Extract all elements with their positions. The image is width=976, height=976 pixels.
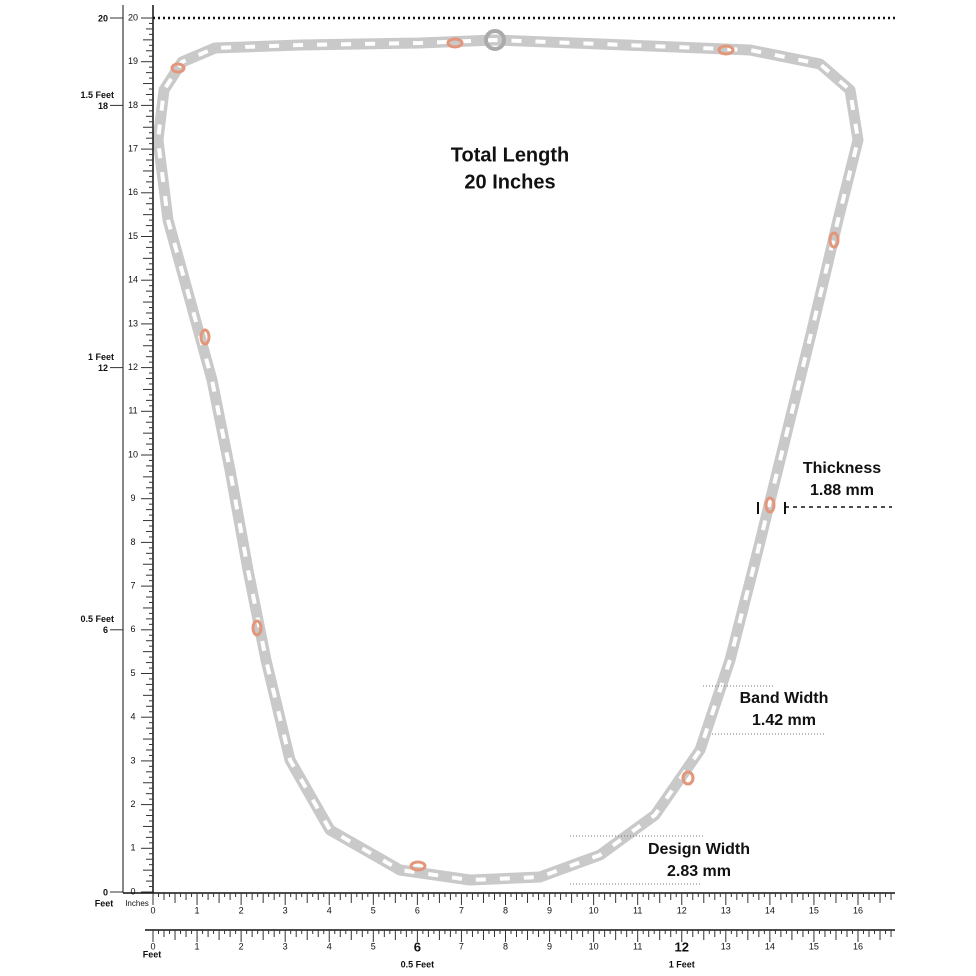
annotation-label: Thickness bbox=[803, 460, 881, 477]
ruler-label: 12 bbox=[98, 363, 108, 373]
ruler-label: 2 bbox=[239, 905, 244, 915]
ruler-label: 7 bbox=[459, 905, 464, 915]
chain-links bbox=[156, 38, 860, 882]
rulers: Feet Inches Feet 01234567891011121314151… bbox=[80, 5, 895, 969]
ruler-label: 12 bbox=[675, 939, 689, 954]
necklace bbox=[152, 29, 864, 886]
unit-label: Feet bbox=[143, 949, 162, 959]
ruler-label: 18 bbox=[98, 101, 108, 111]
title: Total Length bbox=[451, 144, 570, 166]
ruler-label: 13 bbox=[721, 941, 731, 951]
ruler-label: 9 bbox=[130, 493, 135, 503]
clasp bbox=[484, 29, 506, 51]
annotation-label: Design Width bbox=[648, 841, 750, 858]
design-width-annotation: Design Width 2.83 mm bbox=[570, 835, 750, 885]
ruler-label: 12 bbox=[128, 362, 138, 372]
ruler-label: 3 bbox=[283, 941, 288, 951]
ruler-label: 11 bbox=[128, 406, 137, 416]
ruler-label: 6 bbox=[103, 625, 108, 635]
unit-label: Feet bbox=[95, 898, 114, 908]
ruler-label: 1 bbox=[195, 941, 200, 951]
ruler-label: 2 bbox=[130, 799, 135, 809]
ruler-label: 0 bbox=[130, 886, 135, 896]
ruler-label: 9 bbox=[547, 905, 552, 915]
ruler-label: 3 bbox=[130, 755, 135, 765]
ruler-label: 5 bbox=[371, 941, 376, 951]
annotation-value: 1.88 mm bbox=[810, 482, 874, 499]
ruler-label: 8 bbox=[503, 905, 508, 915]
ruler-label: 15 bbox=[809, 905, 819, 915]
feet-label: 1.5 Feet bbox=[80, 90, 114, 100]
ruler-label: 2 bbox=[239, 941, 244, 951]
ruler-label: 4 bbox=[327, 905, 332, 915]
ruler-label: 6 bbox=[415, 905, 420, 915]
ruler-label: 11 bbox=[633, 905, 642, 915]
ruler-label: 5 bbox=[130, 668, 135, 678]
ruler-label: 13 bbox=[128, 318, 138, 328]
band-width-annotation: Band Width 1.42 mm bbox=[703, 685, 829, 735]
ruler-label: 5 bbox=[371, 905, 376, 915]
ruler-label: 4 bbox=[130, 712, 135, 722]
ruler-label: 6 bbox=[414, 939, 421, 954]
ruler-label: 8 bbox=[503, 941, 508, 951]
ruler-label: 8 bbox=[130, 537, 135, 547]
ruler-label: 15 bbox=[128, 231, 138, 241]
ruler-label: 3 bbox=[283, 905, 288, 915]
feet-label: 1 Feet bbox=[88, 352, 114, 362]
ruler-label: 16 bbox=[853, 905, 863, 915]
ruler-label: 1 bbox=[195, 905, 200, 915]
ruler-label: 7 bbox=[459, 941, 464, 951]
ruler-label: 10 bbox=[128, 449, 138, 459]
ruler-label: 4 bbox=[327, 941, 332, 951]
thickness-annotation: Thickness 1.88 mm bbox=[757, 460, 892, 514]
ruler-label: 10 bbox=[589, 905, 599, 915]
ruler-label: 14 bbox=[765, 905, 775, 915]
ruler-label: 15 bbox=[809, 941, 819, 951]
ruler-label: 14 bbox=[128, 275, 138, 285]
ruler-label: 18 bbox=[128, 100, 138, 110]
annotation-label: Band Width bbox=[740, 690, 829, 707]
ruler-label: 7 bbox=[130, 580, 135, 590]
feet-label: 0.5 Feet bbox=[401, 959, 435, 969]
ruler-label: 0 bbox=[150, 905, 155, 915]
title: 20 Inches bbox=[464, 171, 555, 193]
unit-label: Inches bbox=[125, 899, 149, 908]
ruler-label: 6 bbox=[130, 624, 135, 634]
ruler-label: 20 bbox=[98, 13, 108, 23]
ruler-label: 0 bbox=[103, 887, 108, 897]
ruler-label: 16 bbox=[128, 187, 138, 197]
ruler-label: 10 bbox=[589, 941, 599, 951]
ruler-label: 20 bbox=[128, 12, 138, 22]
rose-links bbox=[170, 37, 840, 872]
feet-label: 0.5 Feet bbox=[80, 614, 114, 624]
annotation-value: 2.83 mm bbox=[667, 863, 731, 880]
ruler-label: 12 bbox=[677, 905, 687, 915]
ruler-label: 0 bbox=[150, 941, 155, 951]
feet-label: 1 Feet bbox=[669, 959, 695, 969]
ruler-label: 19 bbox=[128, 56, 138, 66]
ruler-label: 9 bbox=[547, 941, 552, 951]
ruler-label: 13 bbox=[721, 905, 731, 915]
ruler-label: 16 bbox=[853, 941, 863, 951]
ruler-label: 14 bbox=[765, 941, 775, 951]
ruler-label: 11 bbox=[633, 941, 642, 951]
ruler-label: 17 bbox=[128, 143, 138, 153]
ruler-label: 1 bbox=[130, 843, 135, 853]
annotation-value: 1.42 mm bbox=[752, 712, 816, 729]
